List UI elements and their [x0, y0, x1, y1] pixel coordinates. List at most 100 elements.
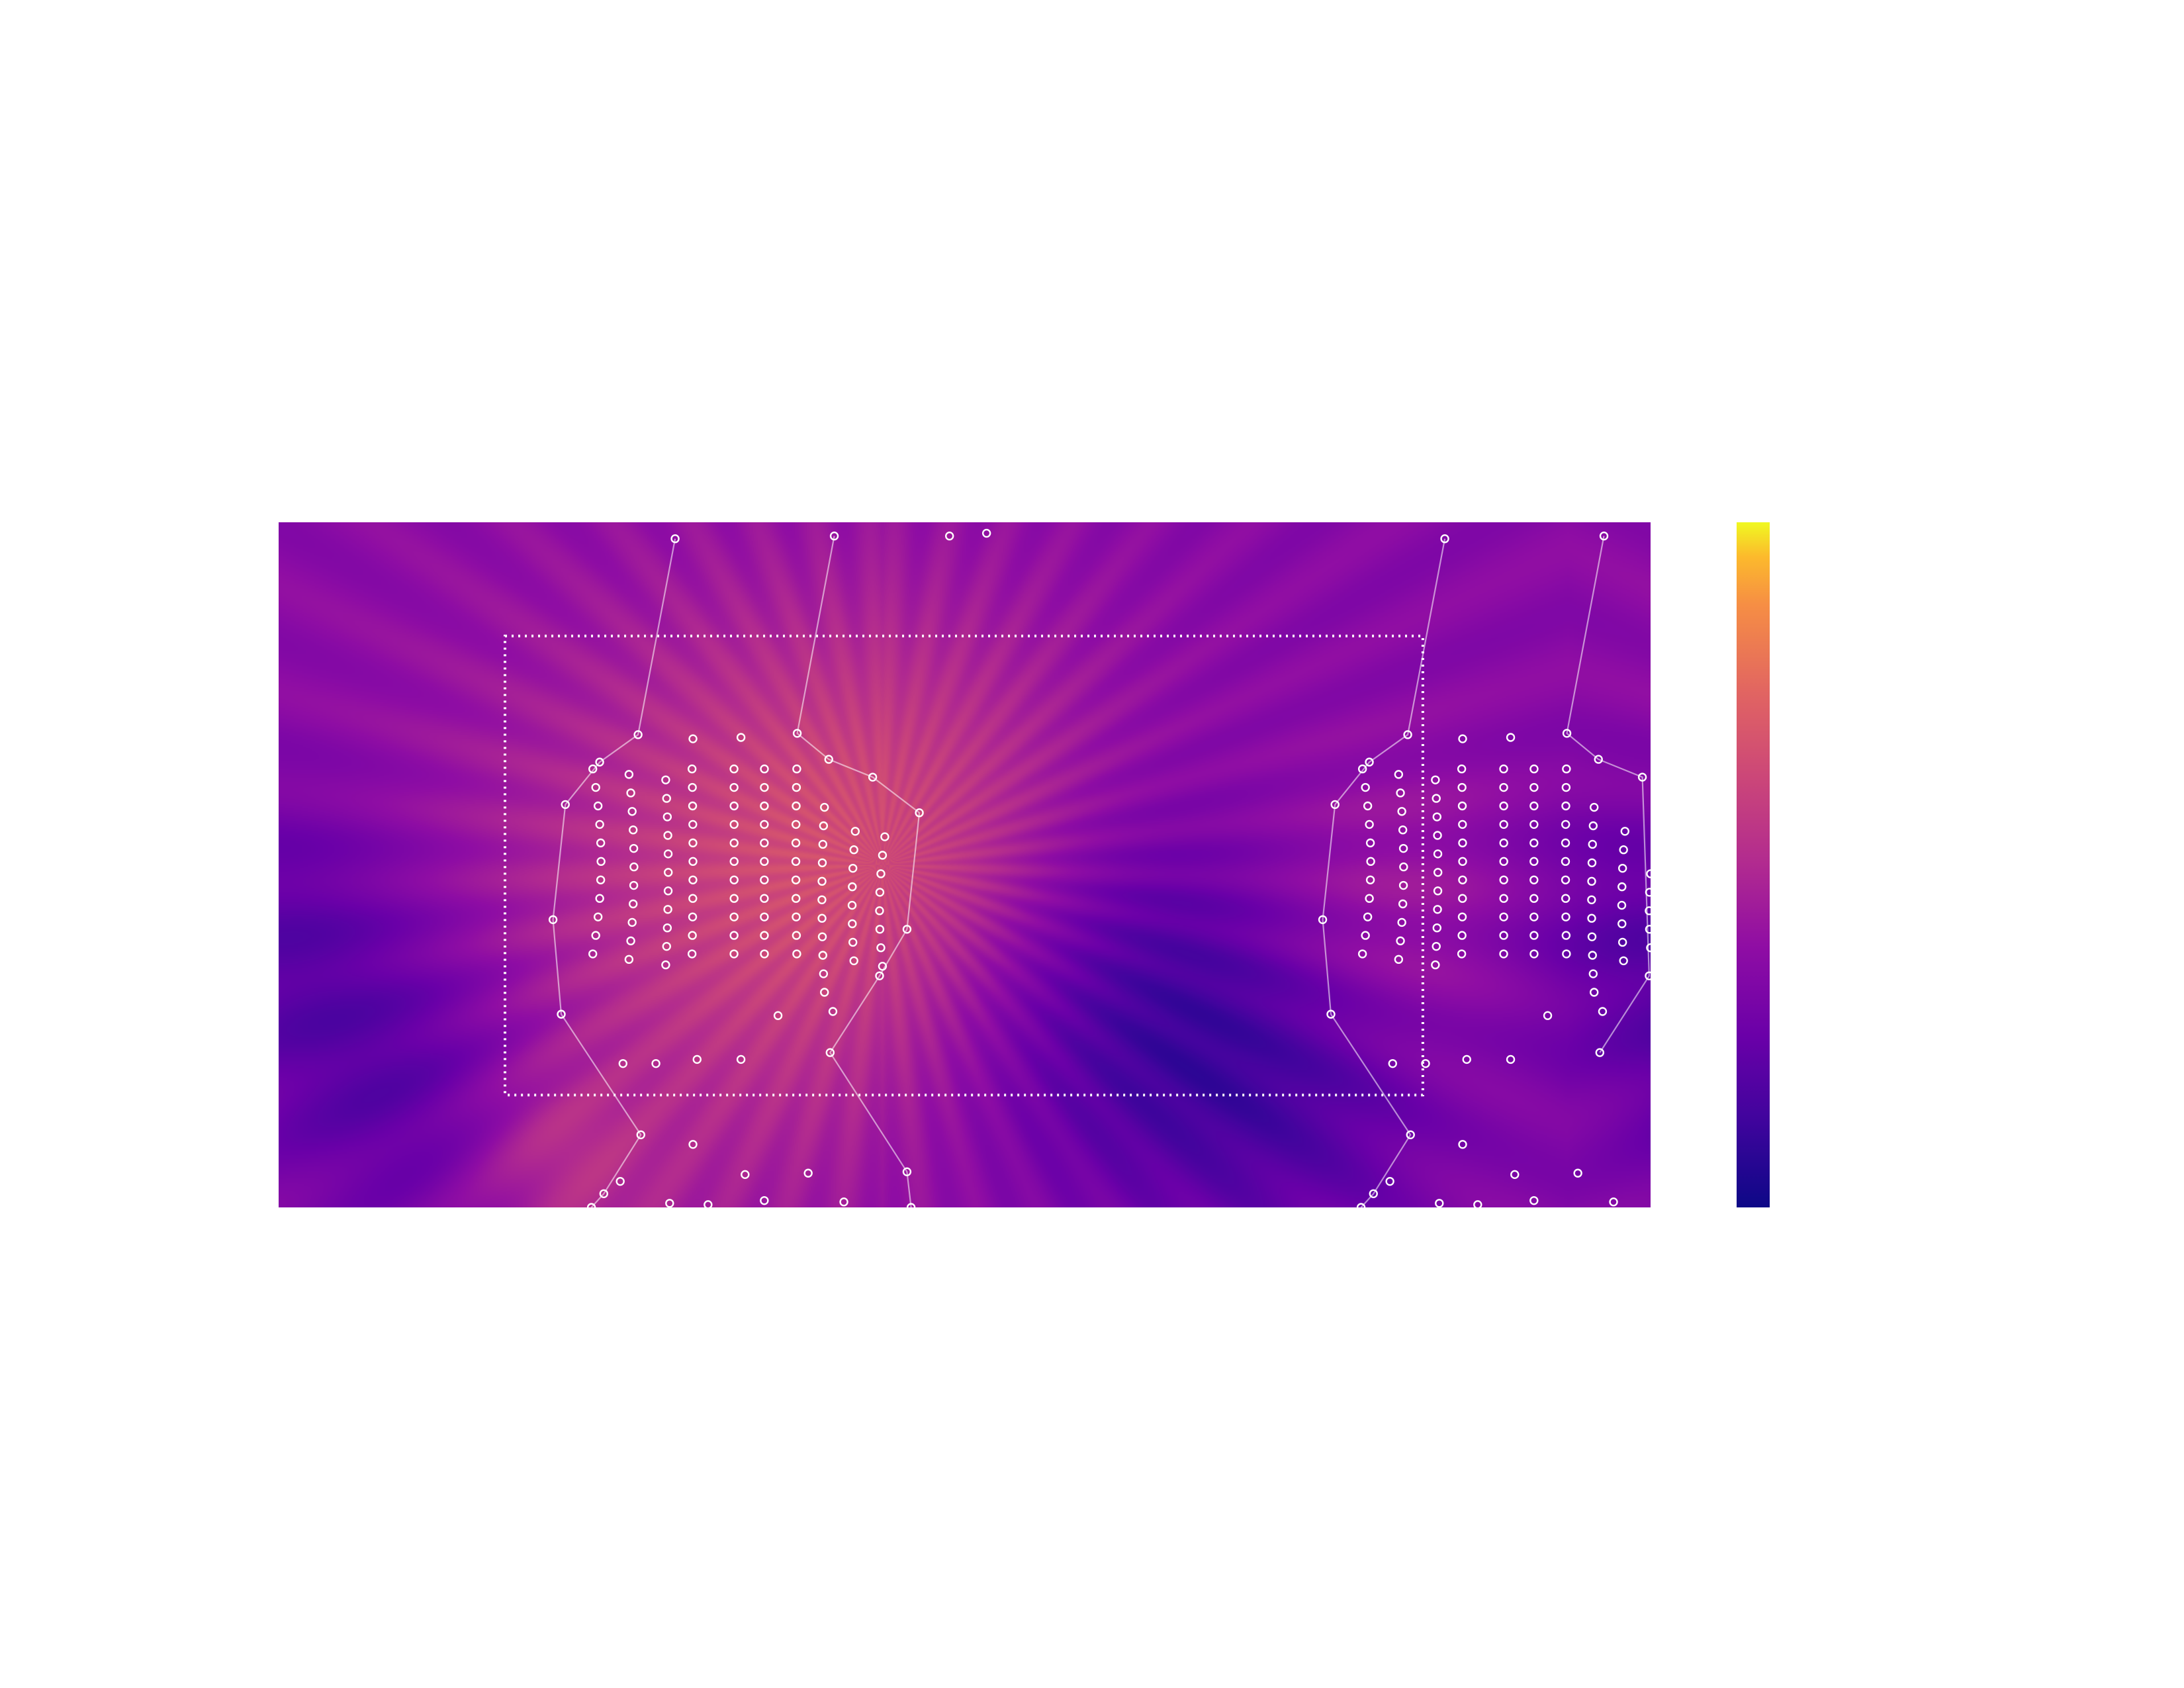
scatter-point-106 [729, 931, 739, 940]
outline-vertex-0-0-0 [670, 534, 680, 543]
scatter-point-206 [1458, 734, 1467, 743]
scatter-point-14 [595, 894, 604, 903]
scatter-point-200 [875, 925, 885, 934]
scatter-point-225 [803, 1168, 813, 1178]
scatter-point-33 [1399, 862, 1408, 872]
outline-vertex-1-1-2 [1594, 755, 1603, 764]
scatter-point-220 [1598, 1007, 1608, 1016]
scatter-point-224 [1510, 1170, 1520, 1180]
scatter-point-7 [1365, 820, 1374, 829]
outline-vertex-0-0-6 [636, 1130, 645, 1139]
scatter-point-146 [792, 894, 801, 903]
scatter-point-95 [1499, 820, 1508, 829]
scatter-point-24 [626, 788, 635, 798]
scatter-point-165 [1587, 895, 1596, 904]
scatter-point-42 [624, 955, 634, 964]
scatter-point-173 [1588, 969, 1598, 978]
scatter-point-176 [850, 827, 860, 836]
scatter-point-233 [760, 1196, 769, 1205]
outline-vertex-0-1-2 [1365, 757, 1374, 767]
scatter-point-169 [1587, 932, 1597, 941]
scatter-point-132 [792, 764, 801, 774]
scatter-point-103 [1499, 894, 1508, 903]
scatter-point-87 [1457, 949, 1467, 959]
scatter-point-191 [1619, 956, 1628, 966]
scatter-point-43 [1394, 955, 1404, 964]
scatter-point-55 [1433, 868, 1443, 877]
scatter-point-136 [792, 801, 801, 811]
scatter-point-27 [1397, 807, 1406, 816]
scatter-point-161 [1587, 858, 1597, 868]
scatter-point-76 [688, 857, 698, 867]
scatter-point-75 [1458, 838, 1467, 848]
scatter-point-110 [760, 764, 769, 774]
scatter-point-158 [818, 839, 827, 849]
scatter-point-150 [792, 931, 801, 940]
scatter-point-60 [662, 923, 672, 933]
scatter-point-177 [1620, 827, 1629, 836]
scatter-point-114 [760, 801, 769, 811]
scatter-point-144 [791, 875, 801, 884]
outline-vertex-1-0-8 [902, 1167, 912, 1176]
scatter-point-26 [627, 807, 637, 816]
outline-vertex-1-1-1 [1562, 729, 1572, 738]
scatter-point-63 [1432, 941, 1441, 951]
scatter-point-46 [662, 794, 671, 803]
scatter-point-149 [1561, 912, 1570, 921]
scatter-point-175 [1589, 988, 1599, 997]
scatter-point-163 [1587, 876, 1596, 886]
scatter-point-21 [1357, 949, 1367, 959]
scatter-point-194 [876, 869, 886, 878]
boundary-box-group [504, 634, 1424, 1097]
scatter-point-209 [944, 532, 954, 541]
scatter-point-20 [588, 949, 598, 959]
scatter-point-236 [1609, 1197, 1618, 1207]
scatter-point-54 [664, 868, 673, 877]
scatter-point-139 [1561, 820, 1570, 829]
scatter-point-148 [792, 912, 801, 921]
scatter-point-48 [662, 812, 672, 821]
scatter-point-90 [729, 782, 739, 792]
scatter-point-98 [729, 857, 739, 867]
scatter-point-89 [1499, 764, 1508, 774]
scatter-point-164 [817, 895, 827, 904]
outline-vertex-1-0-3 [868, 773, 878, 782]
scatter-point-12 [596, 875, 606, 884]
scatter-point-10 [596, 857, 606, 867]
scatter-point-205 [688, 734, 698, 743]
scatter-point-5 [1363, 801, 1373, 811]
scatter-point-107 [1499, 931, 1508, 940]
scatter-point-16 [593, 912, 603, 921]
scatter-point-37 [1398, 899, 1408, 909]
scatter-point-234 [1529, 1196, 1539, 1205]
scatter-point-102 [729, 894, 739, 903]
scatter-point-145 [1561, 875, 1570, 884]
scatter-point-227 [615, 1176, 625, 1186]
scatter-point-237 [692, 1055, 702, 1064]
scatter-point-11 [1366, 857, 1375, 867]
scatter-point-184 [847, 900, 857, 910]
scatter-point-51 [1433, 831, 1442, 840]
scatter-point-151 [1561, 931, 1571, 940]
scatter-point-201 [1645, 925, 1655, 934]
scatter-point-204 [878, 961, 887, 971]
scatter-point-61 [1432, 923, 1442, 933]
scatter-point-35 [1398, 880, 1408, 890]
scatter-point-133 [1562, 764, 1571, 774]
outline-line-1-1 [1566, 536, 1651, 1053]
scatter-point-3 [1361, 782, 1370, 792]
scatter-point-218 [1543, 1011, 1553, 1020]
scatter-point-79 [1458, 875, 1467, 884]
scatter-point-44 [661, 775, 670, 784]
scatter-point-82 [688, 912, 698, 921]
outline-vertex-0-0-2 [595, 757, 604, 767]
scatter-point-154 [820, 802, 829, 812]
outline-vertex-0-0-5 [557, 1009, 566, 1019]
scatter-point-83 [1457, 912, 1467, 921]
scatter-point-72 [688, 820, 698, 829]
scatter-point-85 [1457, 931, 1467, 940]
scatter-point-59 [1433, 905, 1442, 914]
scatter-point-2 [591, 782, 600, 792]
scatter-point-80 [688, 894, 698, 903]
scatter-point-157 [1588, 821, 1598, 831]
